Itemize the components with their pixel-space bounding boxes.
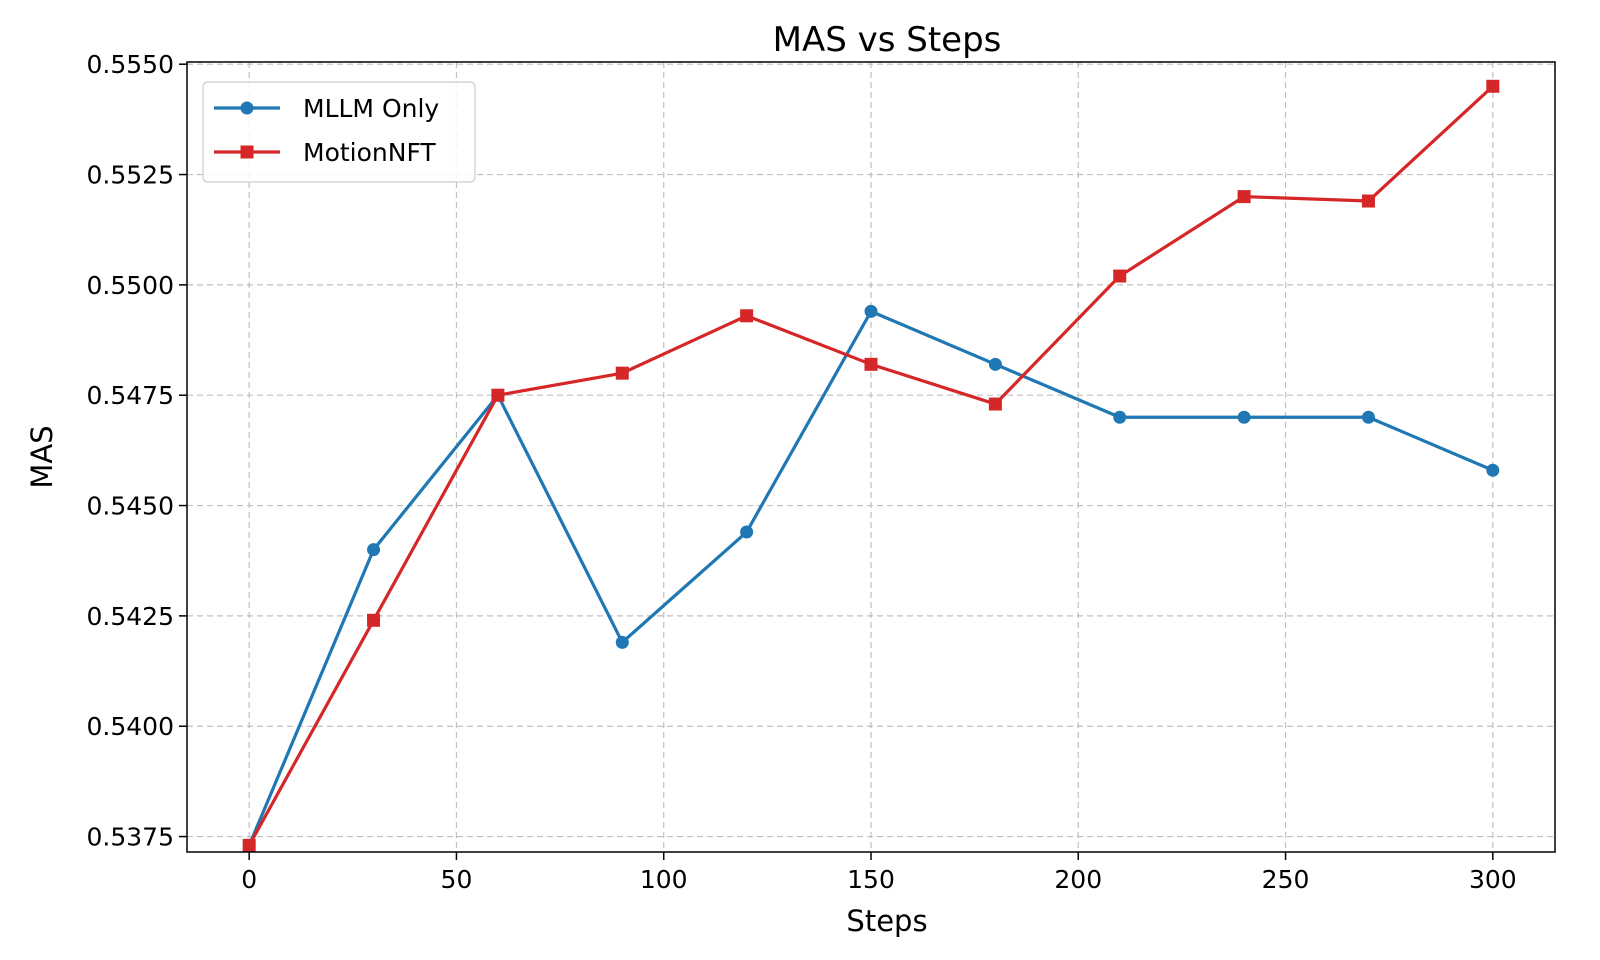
x-tick-label: 0 (241, 865, 257, 894)
data-point (491, 388, 505, 402)
legend-marker (240, 101, 254, 115)
data-point (1361, 410, 1375, 424)
data-point (740, 525, 754, 539)
x-tick-label: 100 (640, 865, 688, 894)
data-point (1486, 79, 1500, 93)
data-point (1113, 410, 1127, 424)
y-tick-label: 0.5525 (87, 161, 174, 190)
y-tick-label: 0.5400 (87, 712, 174, 741)
y-tick-label: 0.5375 (87, 823, 174, 852)
x-axis-label: Steps (846, 904, 927, 938)
x-tick-label: 150 (847, 865, 895, 894)
data-point (864, 304, 878, 318)
data-point (615, 366, 629, 380)
grid (187, 62, 1555, 852)
legend-item: MotionNFT (214, 138, 436, 167)
data-point (367, 543, 381, 557)
data-point (988, 397, 1002, 411)
data-point (242, 838, 256, 852)
legend-label: MotionNFT (303, 138, 436, 167)
data-point (367, 613, 381, 627)
data-point (1361, 194, 1375, 208)
x-tick-label: 250 (1262, 865, 1310, 894)
y-tick-label: 0.5450 (87, 492, 174, 521)
series-layer (242, 79, 1500, 852)
data-point (1486, 463, 1500, 477)
data-point (988, 357, 1002, 371)
data-point (1113, 269, 1127, 283)
legend-item: MLLM Only (214, 94, 439, 123)
y-tick-label: 0.5425 (87, 602, 174, 631)
data-point (615, 635, 629, 649)
y-tick-label: 0.5550 (87, 50, 174, 79)
x-tick-label: 300 (1469, 865, 1517, 894)
legend-label: MLLM Only (303, 94, 439, 123)
legend: MLLM Only MotionNFT (202, 81, 476, 183)
y-axis-ticks: 0.5375 0.5400 0.5425 0.5450 0.5475 0.5500 0.55… (87, 50, 187, 852)
chart-title: MAS vs Steps (773, 20, 1002, 60)
data-point (1237, 190, 1251, 204)
x-axis-ticks: 0 50 100 150 200 250 300 (241, 852, 1517, 894)
data-point (864, 357, 878, 371)
legend-marker (240, 145, 254, 159)
x-tick-label: 200 (1054, 865, 1102, 894)
y-tick-label: 0.5500 (87, 271, 174, 300)
series-1 (242, 79, 1500, 852)
y-axis-label: MAS (25, 425, 59, 488)
data-point (740, 309, 754, 323)
x-tick-label: 50 (441, 865, 473, 894)
y-tick-label: 0.5475 (87, 381, 174, 410)
data-point (1237, 410, 1251, 424)
